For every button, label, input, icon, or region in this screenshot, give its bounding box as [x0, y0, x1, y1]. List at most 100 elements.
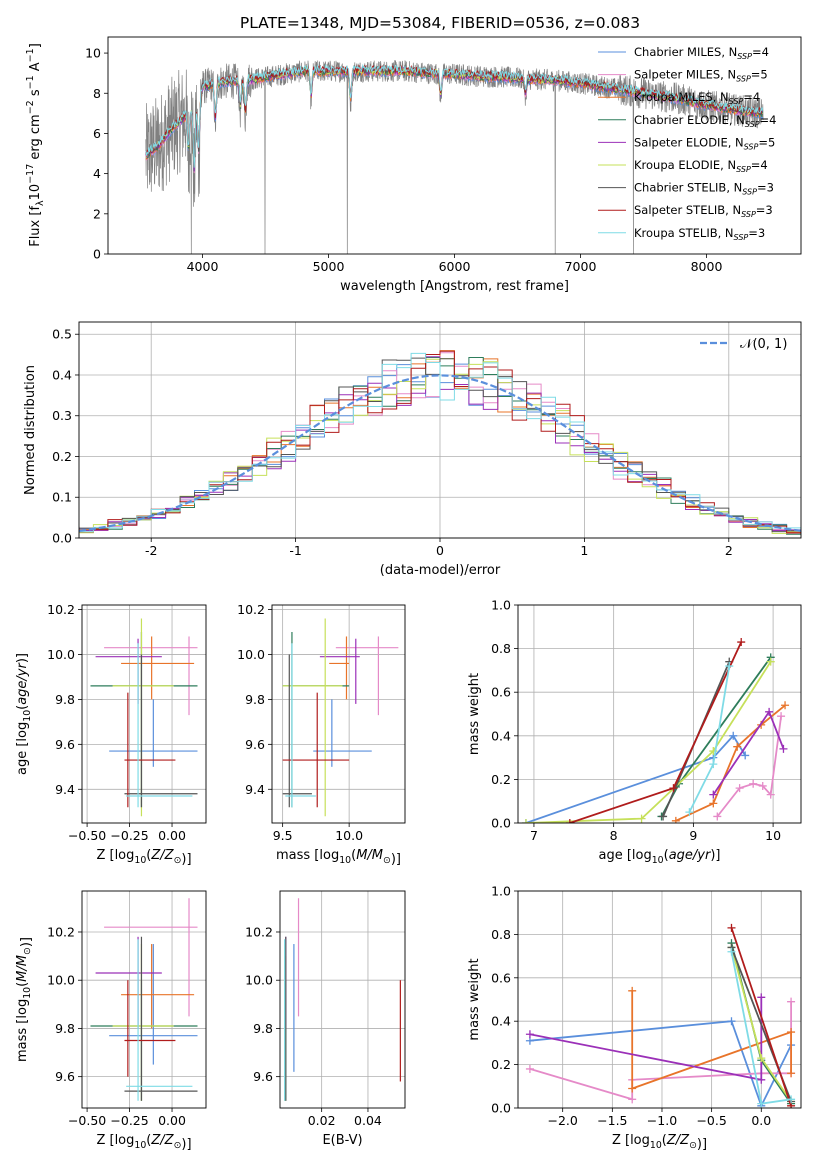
mass-weight-marker — [709, 799, 718, 808]
x-tick-label: 7 — [530, 828, 538, 843]
y-tick-label: 10.0 — [47, 973, 75, 988]
y-tick-label: 9.6 — [55, 737, 75, 752]
mass-weight-marker — [733, 742, 742, 751]
y-axis-label: mass weight — [467, 673, 482, 755]
legend-label: Kroupa STELIB, NSSP=3 — [634, 226, 765, 242]
panel-mass_vs_Z: −0.50 −0.25 0.00 9.6 9.8 10.0 10.2 Z [log10(Z/Z… — [15, 890, 207, 1152]
x-tick-label: −1.5 — [597, 1113, 627, 1128]
plot-content — [282, 618, 399, 817]
y-tick-label: 0.0 — [491, 816, 511, 831]
x-tick-label: −0.50 — [68, 1113, 106, 1128]
x-axis-label: Z [log10(Z/Z⊙)] — [96, 1133, 191, 1152]
mass-weight-marker — [787, 1069, 796, 1078]
mass-weight-marker — [671, 816, 680, 823]
y-tick-label: 0.1 — [52, 490, 72, 505]
mass-weight-marker — [713, 812, 722, 821]
panel-age_vs_mass: 9.5 10.0 9.4 9.6 9.8 10.0 10.2 mass [log10(M/M⊙… — [237, 602, 406, 867]
axes-frame — [78, 321, 802, 539]
legend-label: Salpeter MILES, NSSP=5 — [634, 68, 768, 84]
mass-weight-marker — [765, 707, 774, 716]
x-tick-label: 0.02 — [308, 1113, 336, 1128]
x-tick-label: -2 — [145, 543, 157, 558]
y-tick-label: 9.8 — [253, 1021, 273, 1036]
panel-mw_vs_age: 7 8 9 10 0.0 0.2 0.4 0.6 0.8 1.0 age [log10(age/yr… — [467, 598, 802, 866]
x-tick-label: −0.25 — [110, 1113, 148, 1128]
y-tick-label: 10.2 — [47, 602, 75, 617]
y-tick-label: 0.3 — [52, 408, 72, 423]
y-axis-label: mass [log10(M/M⊙)] — [15, 937, 34, 1062]
x-tick-label: −0.25 — [110, 828, 148, 843]
mass-weight-marker — [757, 993, 766, 1002]
mass-weight-marker — [727, 1017, 736, 1026]
x-tick-label: 10 — [765, 828, 781, 843]
y-axis-label: Normed distribution — [23, 365, 38, 495]
mass-weight-marker — [758, 781, 767, 790]
y-tick-label: 9.6 — [253, 1069, 273, 1084]
model-spectrum-line — [145, 65, 763, 166]
y-tick-label: 10.2 — [245, 924, 273, 939]
plot-content — [79, 350, 801, 537]
model-spectrum-line — [145, 63, 764, 168]
legend-label: Salpeter ELODIE, NSSP=5 — [634, 135, 775, 151]
x-tick-label: -1 — [289, 543, 301, 558]
plot-content — [145, 60, 764, 254]
mass-weight-marker — [521, 819, 530, 823]
y-tick-label: 0.0 — [52, 531, 72, 546]
x-tick-label: 4000 — [187, 259, 219, 274]
x-tick-label: 9 — [689, 828, 697, 843]
y-tick-label: 6 — [93, 126, 101, 141]
mass-weight-marker — [725, 662, 734, 671]
mass-weight-marker — [628, 986, 637, 995]
mass-weight-marker — [777, 712, 786, 721]
mass-weight-marker — [637, 814, 646, 823]
y-tick-label: 0.8 — [491, 927, 511, 942]
x-axis-label: Z [log10(Z/Z⊙)] — [612, 1133, 707, 1152]
axes-frame — [271, 604, 406, 824]
mass-weight-marker — [525, 1030, 534, 1039]
y-tick-label: 0.4 — [491, 1014, 511, 1029]
y-tick-label: 9.6 — [245, 737, 265, 752]
y-tick-label: 0.2 — [491, 772, 511, 787]
x-tick-label: 8000 — [691, 259, 723, 274]
mass-weight-marker — [565, 819, 574, 823]
plot-content — [521, 638, 790, 823]
figure-title: PLATE=1348, MJD=53084, FIBERID=0536, z=0… — [240, 14, 640, 32]
plot-area — [518, 605, 801, 823]
x-axis-label: E(B-V) — [322, 1133, 362, 1148]
mass-weight-marker — [727, 923, 736, 932]
y-tick-label: 10.0 — [47, 647, 75, 662]
y-axis-label: mass weight — [467, 958, 482, 1040]
legend-label: Chabrier MILES, NSSP=4 — [634, 45, 769, 61]
y-tick-label: 10.0 — [245, 973, 273, 988]
plot-area — [272, 605, 405, 823]
x-tick-label: 8 — [610, 828, 618, 843]
mass-weight-line — [730, 927, 792, 1107]
mass-weight-marker — [628, 1095, 637, 1104]
y-tick-label: 10.0 — [237, 647, 265, 662]
y-tick-label: 4 — [93, 166, 101, 181]
mass-weight-marker — [709, 760, 718, 769]
x-tick-label: −0.50 — [68, 828, 106, 843]
mass-weight-marker — [525, 1064, 534, 1073]
y-tick-label: 9.8 — [55, 1021, 75, 1036]
axes-frame — [81, 604, 207, 824]
mass-weight-marker — [787, 1095, 796, 1104]
y-tick-label: 0.4 — [491, 728, 511, 743]
mass-weight-marker — [781, 701, 790, 710]
gaussian-curve — [79, 374, 801, 532]
x-tick-label: 0.00 — [158, 828, 186, 843]
plot-content — [90, 618, 198, 817]
y-tick-label: 0.6 — [491, 970, 511, 985]
y-tick-label: 2 — [93, 206, 101, 221]
axes-frame — [517, 890, 802, 1109]
x-axis-label: wavelength [Angstrom, rest frame] — [340, 279, 569, 294]
spectrum-legend: Chabrier MILES, NSSP=4 Salpeter MILES, NS… — [598, 45, 776, 242]
x-tick-label: −2.0 — [548, 1113, 578, 1128]
axes-frame — [517, 604, 802, 824]
residual-histogram-step — [79, 350, 801, 535]
plot-area — [82, 891, 206, 1108]
plot-content — [525, 923, 796, 1108]
x-axis-label: Z [log10(Z/Z⊙)] — [96, 848, 191, 867]
mass-weight-marker — [757, 1075, 766, 1084]
x-tick-label: 0 — [436, 543, 444, 558]
